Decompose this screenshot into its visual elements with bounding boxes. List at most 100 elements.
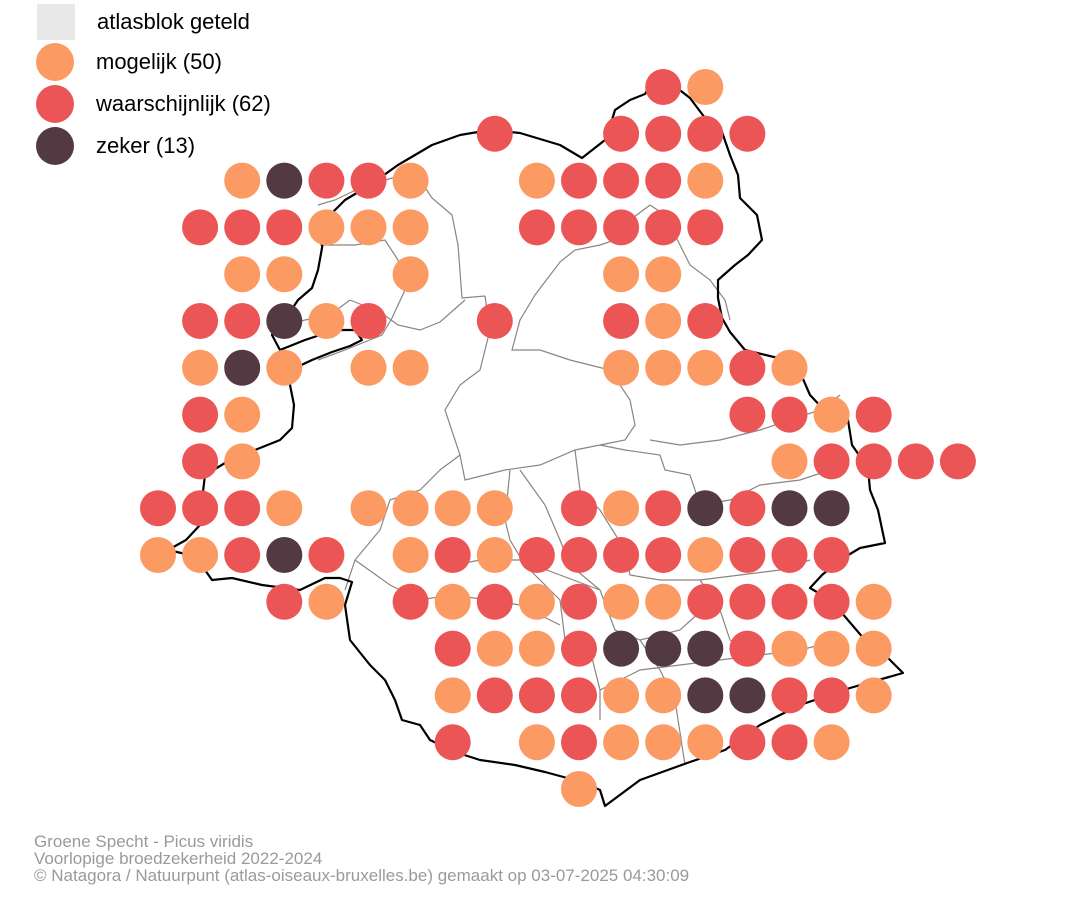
atlas-dot-possible [603,677,640,714]
legend-swatch-possible [36,43,74,81]
atlas-dot-confirmed [729,677,766,714]
legend-swatch-probable [36,85,74,123]
atlas-dot-possible [434,583,471,620]
atlas-dot-probable [729,115,766,152]
atlas-dot-probable [182,209,219,246]
species-title: Groene Specht - Picus viridis [34,832,254,851]
atlas-dot-confirmed [645,630,682,667]
atlas-dot-possible [645,349,682,386]
atlas-dot-possible [687,69,724,105]
atlas-dot-confirmed [266,162,303,199]
atlas-dot-probable [182,490,219,527]
atlas-dot-possible [518,630,555,667]
atlas-dot-confirmed [266,303,303,339]
atlas-block-dots [140,69,976,807]
atlas-dot-probable [561,724,597,761]
atlas-dot-probable [561,490,597,527]
atlas-dot-probable [603,209,640,246]
atlas-dot-possible [308,583,345,620]
atlas-dot-possible [603,583,640,620]
atlas-dot-confirmed [603,630,640,667]
atlas-dot-confirmed [687,630,724,667]
atlas-dot-probable [729,490,766,527]
atlas-dot-possible [855,677,892,714]
atlas-dot-probable [182,396,219,433]
atlas-dot-possible [771,630,808,667]
atlas-dot-possible [645,583,682,620]
atlas-dot-possible [266,349,303,386]
atlas-dot-probable [308,537,345,573]
atlas-dot-probable [729,396,766,433]
atlas-dot-possible [561,771,597,807]
atlas-dot-probable [392,583,429,620]
atlas-dot-probable [729,724,766,761]
atlas-dot-probable [645,162,682,199]
legend-label-counted: atlasblok geteld [97,9,250,34]
atlas-dot-probable [476,303,513,339]
atlas-dot-probable [518,209,555,246]
atlas-dot-possible [645,724,682,761]
atlas-dot-possible [645,303,682,339]
atlas-dot-probable [434,724,471,761]
legend-item-counted: atlasblok geteld [36,2,250,42]
legend-label-confirmed: zeker (13) [96,133,196,158]
atlas-dot-probable [645,490,682,527]
atlas-dot-probable [645,537,682,573]
atlas-dot-probable [687,115,724,152]
atlas-dot-probable [434,630,471,667]
atlas-dot-possible [140,537,176,573]
atlas-dot-probable [813,677,850,714]
atlas-dot-confirmed [224,349,261,386]
atlas-dot-possible [855,630,892,667]
atlas-dot-probable [813,583,850,620]
atlas-dot-possible [224,162,261,199]
atlas-dot-probable [687,209,724,246]
atlas-dot-probable [645,69,682,105]
legend-item-possible: mogelijk (50) [36,42,222,82]
copyright-line: © Natagora / Natuurpunt (atlas-oiseaux-b… [34,866,690,885]
atlas-dot-possible [434,490,471,527]
atlas-dot-probable [771,677,808,714]
atlas-dot-possible [855,583,892,620]
atlas-dot-probable [687,303,724,339]
atlas-dot-probable [224,490,261,527]
atlas-dot-probable [729,583,766,620]
atlas-dot-probable [561,630,597,667]
atlas-dot-possible [813,396,850,433]
atlas-dot-probable [603,303,640,339]
atlas-dot-possible [308,303,345,339]
atlas-dot-confirmed [771,490,808,527]
atlas-dot-probable [476,677,513,714]
atlas-dot-probable [939,443,976,480]
legend-swatch-counted [37,4,75,40]
atlas-dot-possible [603,349,640,386]
atlas-dot-probable [561,537,597,573]
atlas-dot-possible [813,630,850,667]
atlas-dot-possible [645,256,682,293]
atlas-dot-probable [350,162,387,199]
atlas-dot-possible [476,537,513,573]
atlas-dot-probable [266,583,303,620]
atlas-dot-possible [392,209,429,246]
atlas-dot-probable [308,162,345,199]
atlas-dot-confirmed [687,677,724,714]
legend-label-possible: mogelijk (50) [96,49,222,74]
atlas-dot-possible [308,209,345,246]
atlas-dot-probable [855,396,892,433]
atlas-dot-possible [687,537,724,573]
atlas-dot-possible [813,724,850,761]
atlas-dot-probable [729,630,766,667]
map-credits: Groene Specht - Picus viridis Voorlopige… [34,833,689,884]
atlas-dot-possible [645,677,682,714]
atlas-dot-probable [771,583,808,620]
atlas-dot-probable [603,537,640,573]
atlas-dot-possible [771,443,808,480]
atlas-dot-probable [771,724,808,761]
atlas-dot-possible [476,490,513,527]
atlas-dot-probable [518,537,555,573]
legend-swatch-confirmed [36,127,74,165]
atlas-dot-possible [350,490,387,527]
atlas-dot-probable [434,537,471,573]
atlas-dot-possible [687,349,724,386]
atlas-dot-probable [182,443,219,480]
